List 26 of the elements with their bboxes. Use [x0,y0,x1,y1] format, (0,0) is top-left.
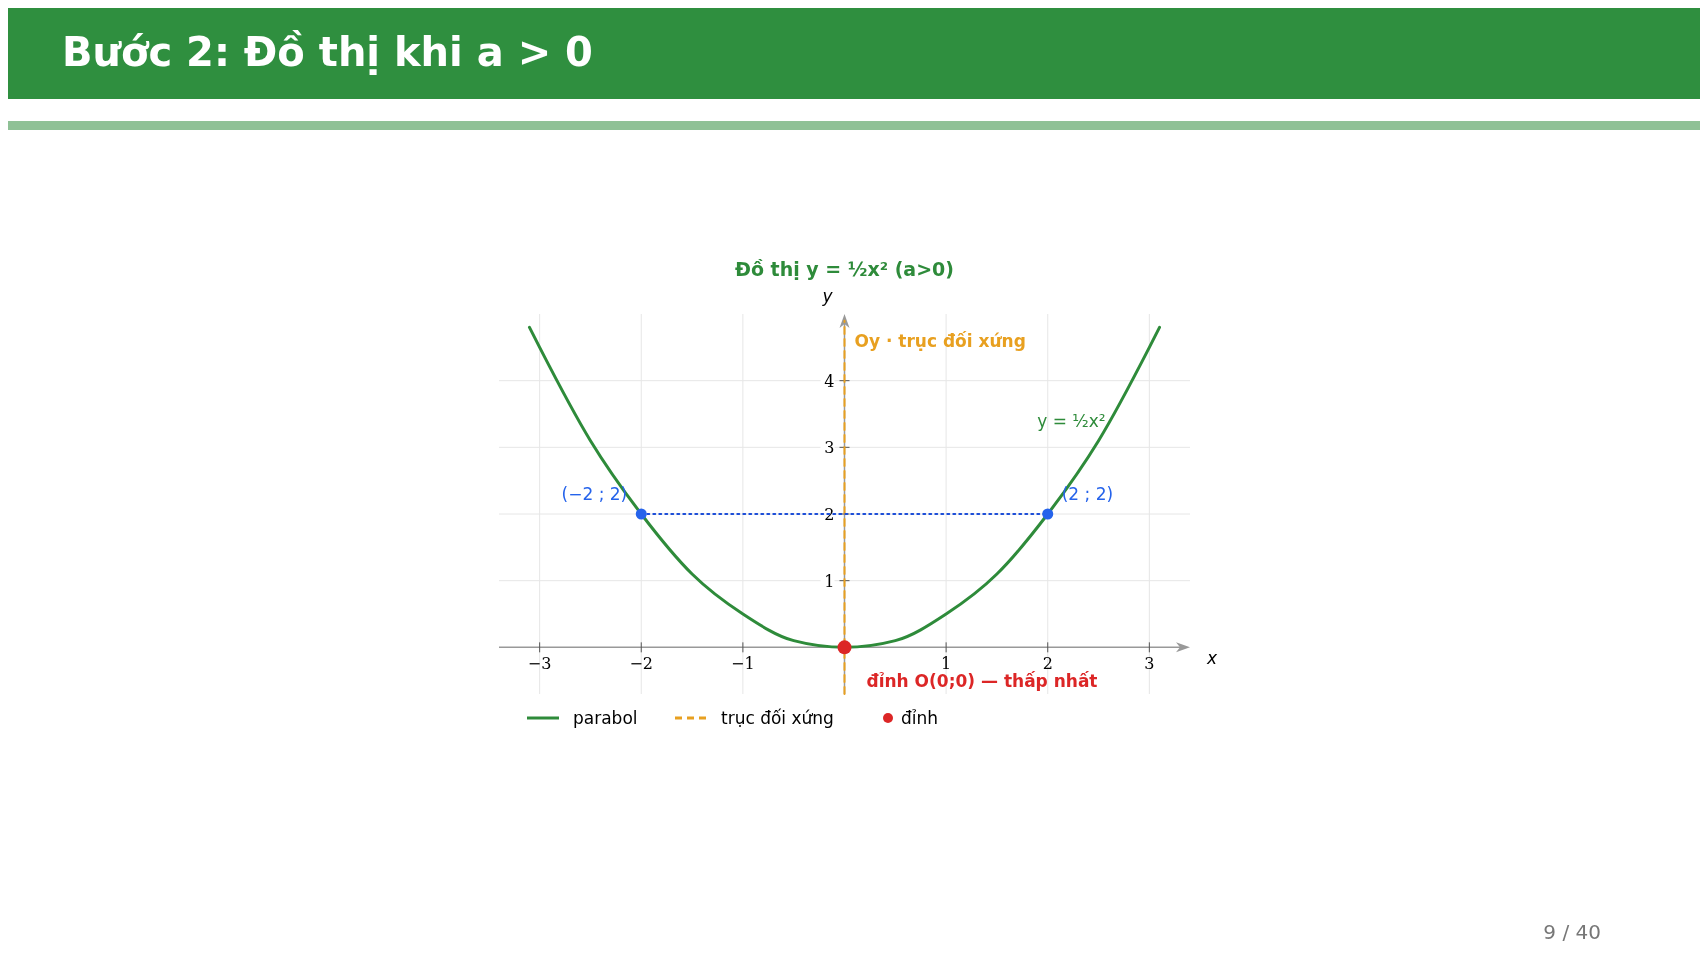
x-tick-label: 2 [1042,654,1053,674]
y-tick-label: 4 [824,371,835,391]
y-tick-label: 3 [824,438,835,458]
x-tick-label: −1 [731,654,755,674]
y-tick-label: 2 [824,505,835,524]
chart-title: Bước 2: Đồ thị khi a > 0 [62,29,593,75]
chart-subtitle: Đồ thị y = ½x² (a>0) [734,258,955,280]
annotation: đỉnh O(0;0) — thấp nhất [866,671,1098,692]
annotation: y = ½x² [1037,411,1106,432]
point [635,508,647,520]
legend-label: parabol [573,708,638,728]
point [1042,508,1054,520]
x-tick-label: 3 [1144,654,1155,674]
x-tick-label: −3 [527,654,552,674]
x-tick-label: 1 [941,654,952,674]
x-axis-title: x [1205,648,1218,669]
y-axis-title: y [821,286,834,306]
annotation: (−2 ; 2) [561,484,628,504]
annotation: (2 ; 2) [1061,484,1114,504]
annotation: Oy · trục đối xứng [854,331,1026,352]
y-tick-label: 1 [824,571,835,591]
legend-label: trục đối xứng [721,708,834,728]
legend-label: đỉnh [901,708,939,728]
point [837,640,852,655]
x-tick-label: −2 [629,654,654,674]
text: 9 / 40 [1543,920,1601,944]
